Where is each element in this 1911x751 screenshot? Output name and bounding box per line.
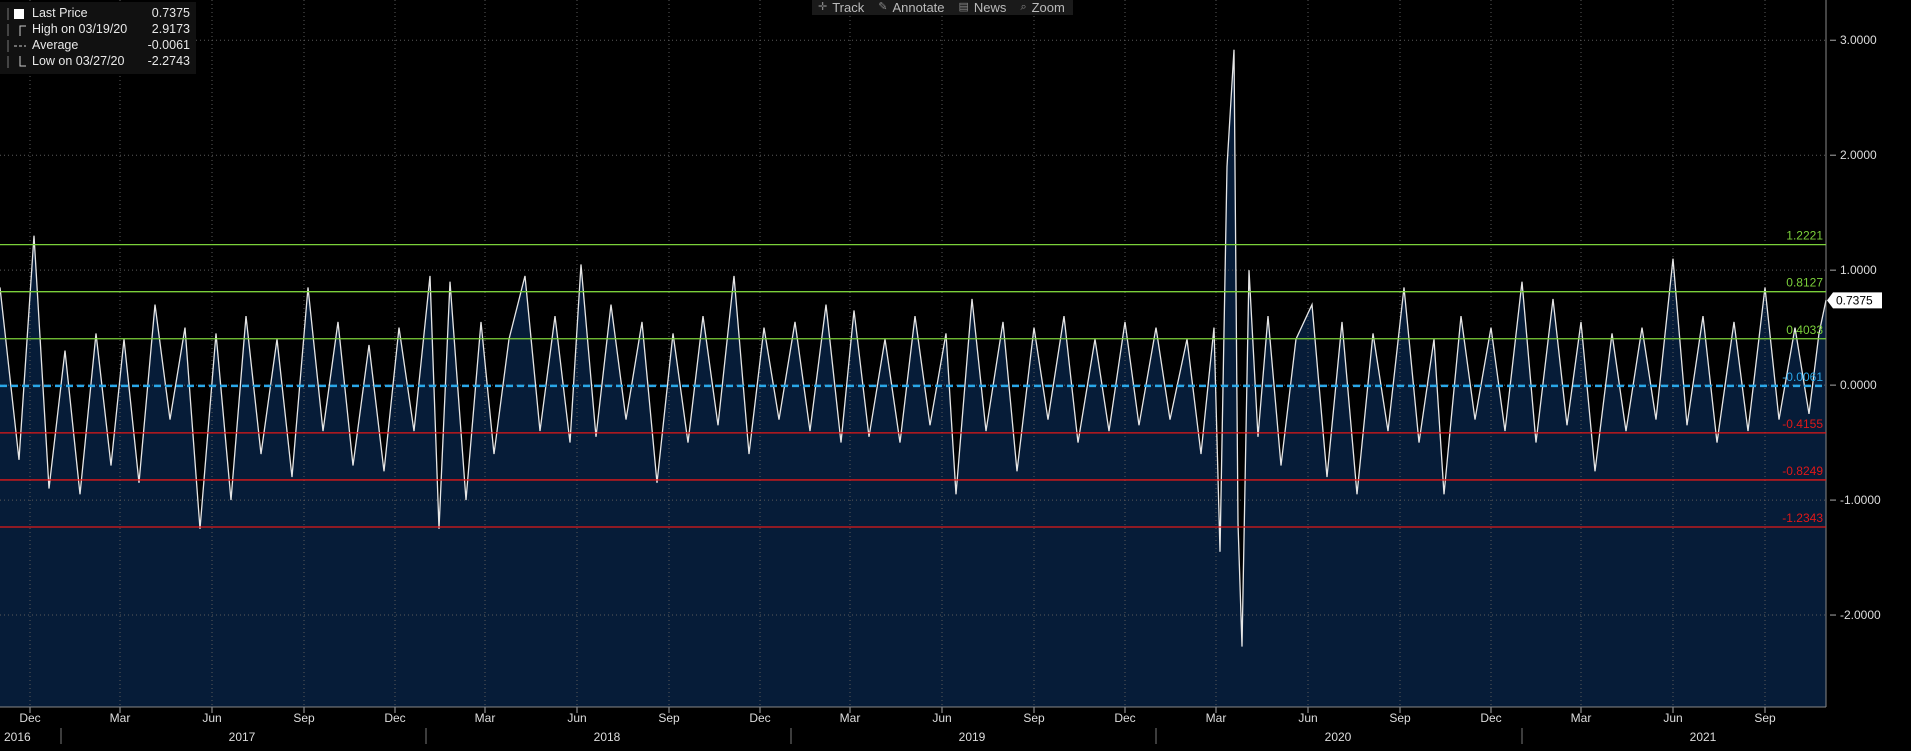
x-year-label: 2016 bbox=[4, 730, 31, 744]
x-tick-label: Dec bbox=[384, 711, 405, 725]
x-year-label: 2018 bbox=[594, 730, 621, 744]
legend-row-high[interactable]: High on 03/19/20 2.9173 bbox=[0, 22, 196, 38]
news-label: News bbox=[974, 0, 1007, 15]
x-tick-label: Mar bbox=[1571, 711, 1592, 725]
x-tick-label: Mar bbox=[840, 711, 861, 725]
x-tick-label: Jun bbox=[202, 711, 221, 725]
y-tick-label: 2.0000 bbox=[1840, 148, 1877, 162]
x-tick-label: Mar bbox=[475, 711, 496, 725]
legend-panel: Last Price 0.7375 High on 03/19/20 2.917… bbox=[0, 2, 196, 74]
x-year-label: 2017 bbox=[229, 730, 256, 744]
legend-row-last-price[interactable]: Last Price 0.7375 bbox=[0, 6, 196, 22]
x-tick-label: Sep bbox=[658, 711, 680, 725]
x-year-label: 2020 bbox=[1325, 730, 1352, 744]
magnifier-icon: ⌕ bbox=[1020, 0, 1026, 15]
pencil-icon: ✎ bbox=[878, 0, 887, 15]
x-tick-label: Dec bbox=[749, 711, 770, 725]
x-tick-label: Dec bbox=[19, 711, 40, 725]
zoom-button[interactable]: ⌕ Zoom bbox=[1014, 0, 1072, 15]
reference-line-label: -0.0061 bbox=[1782, 370, 1823, 384]
x-tick-label: Jun bbox=[567, 711, 586, 725]
chart-toolbar: ✛ Track ✎ Annotate ▤ News ⌕ Zoom bbox=[812, 0, 1073, 15]
news-button[interactable]: ▤ News bbox=[953, 0, 1015, 15]
legend-value-low: -2.2743 bbox=[148, 54, 190, 68]
reference-line-label: 0.4033 bbox=[1786, 323, 1823, 337]
annotate-label: Annotate bbox=[892, 0, 944, 15]
low-marker-icon bbox=[6, 56, 26, 68]
x-year-label: 2021 bbox=[1690, 730, 1717, 744]
reference-line-label: 0.8127 bbox=[1786, 276, 1823, 290]
legend-label-average: Average bbox=[32, 38, 78, 52]
news-icon: ▤ bbox=[959, 0, 969, 15]
x-tick-label: Jun bbox=[1663, 711, 1682, 725]
annotate-button[interactable]: ✎ Annotate bbox=[872, 0, 952, 15]
y-tick-label: 1.0000 bbox=[1840, 263, 1877, 277]
high-marker-icon bbox=[6, 24, 26, 36]
reference-line-label: -0.8249 bbox=[1782, 464, 1823, 478]
crosshair-icon: ✛ bbox=[818, 0, 827, 15]
x-tick-label: Dec bbox=[1480, 711, 1501, 725]
reference-line-label: -0.4155 bbox=[1782, 417, 1823, 431]
legend-row-average[interactable]: Average -0.0061 bbox=[0, 38, 196, 54]
reference-line-label: 1.2221 bbox=[1786, 229, 1823, 243]
y-tick-label: -2.0000 bbox=[1840, 608, 1881, 622]
x-tick-label: Jun bbox=[1298, 711, 1317, 725]
y-tick-label: 3.0000 bbox=[1840, 33, 1877, 47]
x-tick-label: Dec bbox=[1114, 711, 1135, 725]
track-label: Track bbox=[832, 0, 864, 15]
legend-value-high: 2.9173 bbox=[152, 22, 190, 36]
reference-line-label: -1.2343 bbox=[1782, 511, 1823, 525]
x-tick-label: Jun bbox=[932, 711, 951, 725]
legend-value-last-price: 0.7375 bbox=[152, 6, 190, 20]
legend-value-average: -0.0061 bbox=[148, 38, 190, 52]
x-tick-label: Sep bbox=[1754, 711, 1776, 725]
y-tick-label: 0.0000 bbox=[1840, 378, 1877, 392]
square-icon bbox=[6, 8, 26, 20]
x-year-label: 2019 bbox=[959, 730, 986, 744]
last-price-tag-label: 0.7375 bbox=[1836, 293, 1873, 307]
x-tick-label: Sep bbox=[293, 711, 315, 725]
x-tick-label: Mar bbox=[110, 711, 131, 725]
y-tick-label: -1.0000 bbox=[1840, 493, 1881, 507]
zoom-label: Zoom bbox=[1032, 0, 1065, 15]
legend-label-last-price: Last Price bbox=[32, 6, 88, 20]
x-tick-label: Sep bbox=[1023, 711, 1045, 725]
x-tick-label: Mar bbox=[1206, 711, 1227, 725]
legend-label-low: Low on 03/27/20 bbox=[32, 54, 124, 68]
x-tick-label: Sep bbox=[1389, 711, 1411, 725]
legend-label-high: High on 03/19/20 bbox=[32, 22, 127, 36]
legend-row-low[interactable]: Low on 03/27/20 -2.2743 bbox=[0, 54, 196, 70]
average-marker-icon bbox=[6, 40, 26, 52]
track-button[interactable]: ✛ Track bbox=[812, 0, 872, 15]
